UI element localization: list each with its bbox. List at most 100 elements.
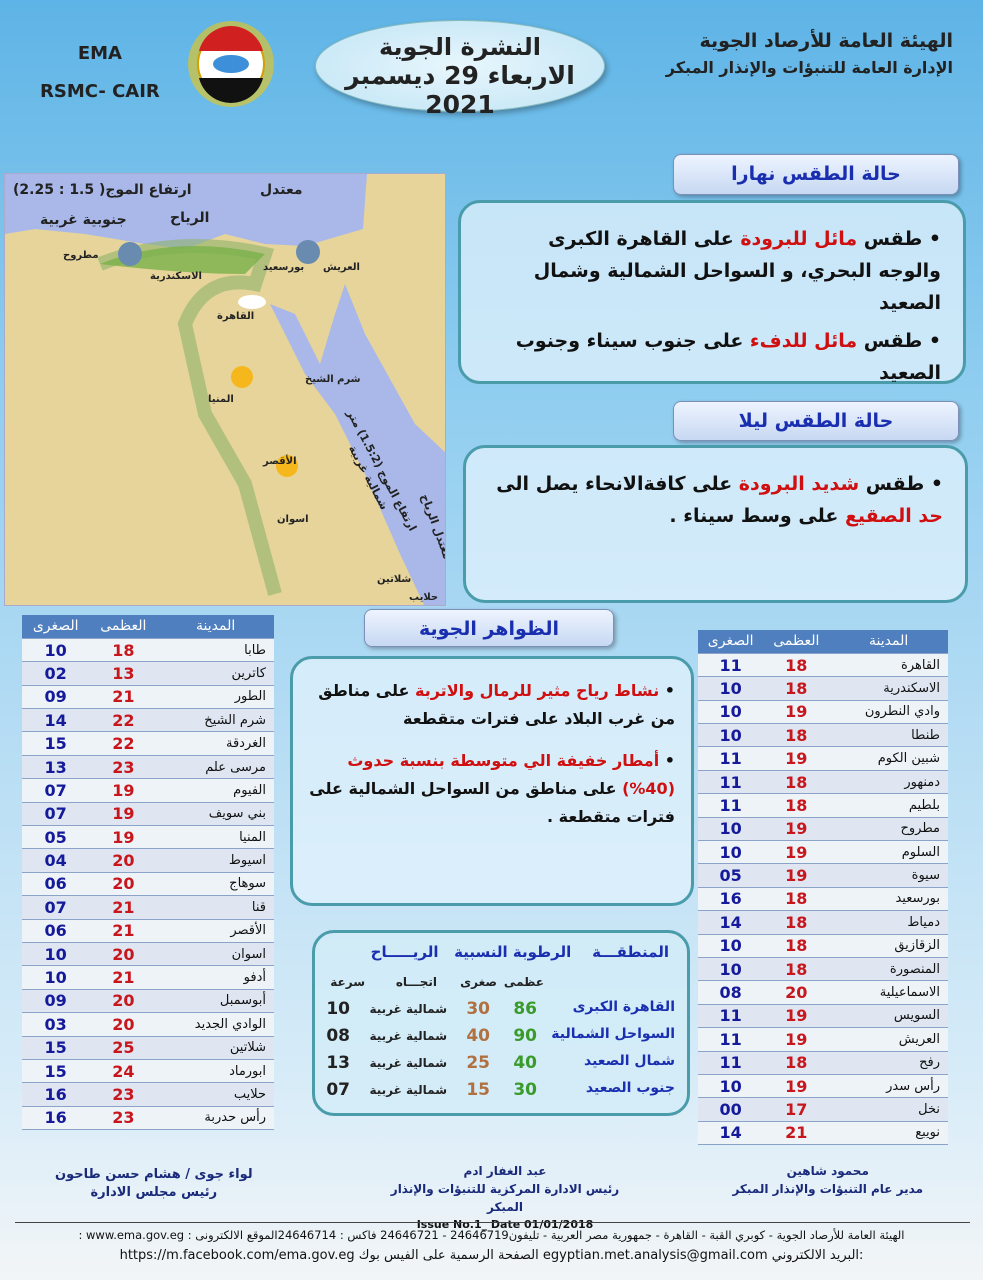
- footer-contact: الهيئة العامة للأرصاد الجوية - كوبري الق…: [78, 1228, 905, 1242]
- max-temp: 18: [763, 723, 830, 748]
- max-temp: 23: [89, 1082, 158, 1107]
- city-name: السلوم: [829, 840, 948, 865]
- min-temp: 00: [698, 1097, 764, 1122]
- city-name: أبوسمبل: [157, 989, 274, 1014]
- humidity-wind-table: المنطقـــة الرطوبة النسبية الريـــــاح ع…: [312, 930, 690, 1116]
- city-name: وادي النطرون: [829, 700, 948, 725]
- table-row: بورسعيد 18 16: [698, 887, 948, 912]
- highlight-text: مائل للدفء: [749, 330, 858, 352]
- north-cities-temperature-table: المدينة العظمى الصغرى القاهرة 18 11 الاسكند…: [698, 630, 948, 1146]
- table-row: المنيا 19 05: [22, 825, 274, 850]
- max-temp: 18: [763, 770, 830, 795]
- phenomena-panel: • نشاط رياح مثير للرمال والاتربة على منا…: [290, 656, 694, 906]
- min-temp: 15: [22, 731, 90, 756]
- min-temp: 15: [22, 1059, 90, 1084]
- city-name: بلطيم: [829, 793, 948, 818]
- table-row: الزقازيق 18 10: [698, 934, 948, 958]
- day-weather-item: • طقس مائل للدفء على جنوب سيناء وجنوب ال…: [515, 330, 941, 384]
- day-weather-item: • طقس مائل للبرودة على القاهرة الكبرى وا…: [533, 228, 941, 314]
- table-row: اسوان 20 10: [22, 942, 274, 967]
- table-row: أبوسمبل 20 09: [22, 989, 274, 1014]
- highlight-text: أمطار خفيفة الي متوسطة بنسبة حدوث (40%): [347, 751, 675, 798]
- max-temp: 18: [763, 793, 830, 818]
- min-temp: 15: [22, 1036, 90, 1060]
- highlight-text: حد الصقيع: [844, 505, 943, 527]
- min-temp: 14: [22, 708, 90, 733]
- max-temp: 19: [763, 840, 830, 865]
- hum-max: 86: [513, 999, 537, 1019]
- max-temp: 18: [763, 676, 830, 701]
- city-label: الأقصر: [263, 456, 297, 467]
- egypt-weather-map: معتدل ارتفاع الموج( 1.5 : 2.25) الرياح ج…: [4, 173, 446, 606]
- max-temp: 19: [89, 825, 158, 850]
- min-temp: 14: [698, 910, 764, 935]
- min-temp: 10: [698, 817, 764, 842]
- ema-label: EMA RSMC- CAIR: [40, 43, 160, 102]
- min-temp: 04: [22, 848, 90, 873]
- min-temp: 10: [698, 676, 764, 701]
- text: على مناطق من غرب البلاد على فترات متقطعة: [318, 681, 675, 728]
- city-label: الاسكندرية: [150, 271, 202, 282]
- max-temp: 18: [89, 638, 158, 663]
- highlight-text: نشاط رياح مثير للرمال والاتربة: [415, 681, 660, 700]
- max-temp: 21: [89, 919, 158, 943]
- wind-label: الرياح: [170, 210, 210, 226]
- city-name: الغردقة: [157, 731, 274, 756]
- city-name: دمنهور: [829, 770, 948, 795]
- city-name: العريش: [829, 1027, 948, 1052]
- min-temp: 10: [698, 723, 764, 748]
- text: طقس: [857, 228, 923, 250]
- organization-name: الهيئة العامة للأرصاد الجوية الإدارة الع…: [665, 30, 953, 77]
- city-name: كاترين: [157, 661, 274, 686]
- signature-3: لواء جوى / هشام حسن طاحون رئيس مجلس الادا…: [55, 1167, 253, 1200]
- min-temp: 06: [22, 872, 90, 897]
- min-temp: 10: [22, 638, 90, 663]
- wind-dir: شمالية غربية: [369, 1029, 447, 1043]
- city-name: الفيوم: [157, 778, 274, 803]
- min-temp: 16: [22, 1106, 90, 1131]
- city-name: القاهرة: [829, 653, 948, 678]
- min-temp: 11: [698, 746, 764, 771]
- max-temp: 19: [763, 700, 830, 725]
- city-name: المنيا: [157, 825, 274, 850]
- min-temp: 16: [22, 1082, 90, 1107]
- hum-min: 40: [466, 1026, 490, 1046]
- city-label: القاهرة: [217, 311, 255, 322]
- table-row: رفح 18 11: [698, 1051, 948, 1075]
- table-row: طابا 18 10: [22, 638, 274, 663]
- city-name: طنطا: [829, 723, 948, 748]
- min-temp: 09: [22, 989, 90, 1014]
- humidity-row: جنوب الصعيد 30 15 شمالية غربية 07: [319, 1080, 675, 1106]
- table-row: شلاتين 25 15: [22, 1036, 274, 1060]
- phenomena-item: • أمطار خفيفة الي متوسطة بنسبة حدوث (40%…: [309, 751, 675, 826]
- max-temp: 23: [89, 755, 158, 780]
- city-name: الزقازيق: [829, 934, 948, 958]
- table-row: شبين الكوم 19 11: [698, 746, 948, 771]
- highlight-text: شديد البرودة: [738, 473, 860, 495]
- hum-min: 15: [466, 1080, 490, 1100]
- table-row: طنطا 18 10: [698, 723, 948, 748]
- max-temp: 19: [763, 817, 830, 842]
- max-temp: 19: [763, 1004, 830, 1029]
- city-name: الوادي الجديد: [157, 1012, 274, 1037]
- min-temp: 06: [22, 919, 90, 943]
- table-row: دمياط 18 14: [698, 910, 948, 935]
- city-label: بورسعيد: [263, 262, 305, 273]
- min-temp: 10: [22, 942, 90, 967]
- hum-max: 40: [513, 1053, 537, 1073]
- city-name: دمياط: [829, 910, 948, 935]
- table-row: قنا 21 07: [22, 895, 274, 920]
- table-row: السويس 19 11: [698, 1004, 948, 1029]
- city-name: بني سويف: [157, 802, 274, 827]
- table-row: الفيوم 19 07: [22, 778, 274, 803]
- text: على كافةالانحاء يصل الى: [496, 473, 739, 495]
- max-temp: 19: [763, 746, 830, 771]
- south-cities-temperature-table: المدينة العظمى الصغرى طابا 18 10 كاترين 13 02…: [22, 615, 274, 1131]
- footer-links: :البريد الالكتروني egyptian.met.analysis…: [119, 1248, 864, 1263]
- min-temp: 11: [698, 653, 764, 678]
- signature-1: محمود شاهين مدير عام التنبؤات والإنذار ال…: [732, 1164, 923, 1196]
- max-temp: 18: [763, 910, 830, 935]
- table-row: كاترين 13 02: [22, 661, 274, 686]
- min-temp: 13: [22, 755, 90, 780]
- max-temp: 20: [763, 980, 830, 1005]
